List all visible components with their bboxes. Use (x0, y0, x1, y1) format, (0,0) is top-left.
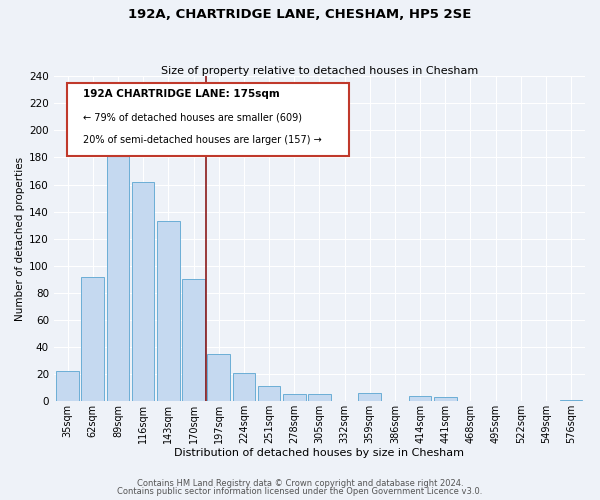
Text: Contains HM Land Registry data © Crown copyright and database right 2024.: Contains HM Land Registry data © Crown c… (137, 478, 463, 488)
Text: 20% of semi-detached houses are larger (157) →: 20% of semi-detached houses are larger (… (83, 134, 322, 144)
Bar (157, 221, 179, 401)
Bar (56, 372, 79, 401)
Bar (82, 276, 104, 401)
Bar (308, 394, 331, 401)
Bar (283, 394, 305, 401)
Bar (132, 182, 154, 401)
Bar (560, 400, 583, 401)
Text: 192A, CHARTRIDGE LANE, CHESHAM, HP5 2SE: 192A, CHARTRIDGE LANE, CHESHAM, HP5 2SE (128, 8, 472, 20)
Bar (208, 354, 230, 401)
Y-axis label: Number of detached properties: Number of detached properties (15, 156, 25, 320)
Bar (233, 372, 255, 401)
Bar (434, 397, 457, 401)
Title: Size of property relative to detached houses in Chesham: Size of property relative to detached ho… (161, 66, 478, 76)
Text: Contains public sector information licensed under the Open Government Licence v3: Contains public sector information licen… (118, 487, 482, 496)
Bar (409, 396, 431, 401)
Bar (107, 148, 130, 401)
Bar (358, 393, 381, 401)
Text: ← 79% of detached houses are smaller (609): ← 79% of detached houses are smaller (60… (83, 112, 302, 122)
Text: 192A CHARTRIDGE LANE: 175sqm: 192A CHARTRIDGE LANE: 175sqm (83, 90, 280, 100)
X-axis label: Distribution of detached houses by size in Chesham: Distribution of detached houses by size … (175, 448, 464, 458)
FancyBboxPatch shape (67, 83, 349, 156)
Bar (258, 386, 280, 401)
Bar (182, 280, 205, 401)
